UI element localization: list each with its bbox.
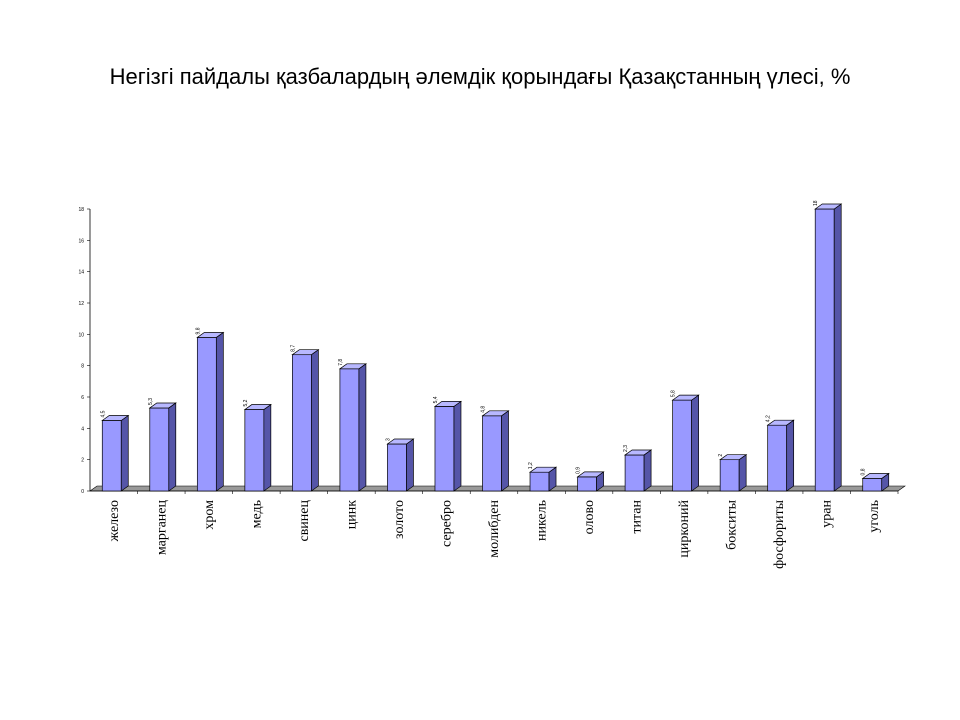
bar [387, 443, 407, 492]
bar-top [671, 394, 700, 401]
data-label: 4,8 [481, 406, 487, 413]
bar-side [168, 402, 177, 492]
bar [862, 478, 883, 492]
bar-side [263, 403, 272, 492]
bar-top [623, 449, 653, 456]
bar [292, 354, 312, 492]
y-tick-label: 4 [81, 426, 84, 432]
bar [149, 407, 170, 492]
bar-top [861, 473, 890, 479]
data-label: 18 [813, 200, 819, 206]
chart-title: Негізгі пайдалы қазбалардың әлемдік қоры… [109, 64, 851, 89]
bar [672, 399, 692, 492]
bar-top [196, 332, 225, 338]
category-label: медь [249, 500, 264, 528]
bar-top [433, 401, 463, 407]
y-tick-label: 10 [78, 332, 84, 338]
y-tick-label: 6 [81, 395, 84, 401]
bar-side [406, 438, 414, 492]
data-label: 0,9 [576, 467, 582, 474]
bar-top [481, 410, 510, 417]
bar [244, 409, 265, 492]
bar [719, 459, 740, 492]
category-label: золото [392, 500, 407, 539]
data-label: 1,2 [528, 462, 534, 469]
data-label: 5,3 [148, 398, 154, 405]
bar-top [101, 415, 130, 421]
data-label: 3 [385, 438, 391, 441]
bar-side [786, 419, 795, 492]
data-label: 8,7 [290, 345, 296, 352]
bar-top [576, 471, 605, 478]
bar-top [386, 438, 415, 445]
category-label: титан [630, 499, 645, 533]
bar [624, 454, 645, 492]
bar [482, 415, 502, 492]
data-label: 7,8 [338, 359, 344, 366]
y-tick-label: 16 [78, 238, 84, 244]
data-label: 4,2 [766, 415, 772, 422]
bar [101, 420, 122, 492]
data-label: 2,3 [623, 445, 629, 452]
bar-side [358, 363, 367, 492]
category-label: марганец [154, 500, 169, 556]
data-label: 0,8 [861, 468, 867, 475]
y-tick-label: 0 [81, 489, 84, 495]
data-label: 5,8 [671, 390, 677, 397]
bar-top [291, 349, 320, 356]
category-label: олово [582, 500, 597, 534]
data-label: 2 [718, 454, 724, 457]
bar-top [148, 402, 177, 409]
category-label: серебро [439, 500, 454, 547]
category-label: фосфориты [772, 499, 787, 568]
y-tick-label: 8 [81, 364, 84, 370]
bar [577, 476, 597, 492]
category-label: молибден [487, 500, 502, 558]
category-label: цирконий [677, 500, 692, 558]
bar-side [453, 400, 462, 492]
category-label: никель [535, 500, 550, 541]
category-label: свинец [297, 499, 312, 541]
category-label: уран [820, 500, 835, 528]
bar [196, 337, 217, 492]
bar-side [833, 203, 842, 492]
y-tick-label: 18 [78, 207, 84, 213]
bar-side [311, 349, 319, 492]
bar-side [120, 414, 129, 492]
y-tick-label: 12 [78, 301, 84, 307]
data-label: 5,4 [433, 396, 439, 403]
bar-top [243, 404, 272, 410]
data-label: 5,2 [243, 399, 249, 406]
y-tick-label: 14 [78, 270, 84, 276]
category-label: железо [107, 500, 122, 543]
bar-top [338, 363, 368, 370]
data-label: 4,5 [100, 410, 106, 417]
data-label: 9,8 [195, 327, 201, 334]
bar-top [814, 203, 843, 210]
bar-side [643, 449, 652, 492]
bar-top [719, 454, 748, 461]
category-label: уголь [867, 500, 882, 533]
bar [767, 424, 788, 492]
y-tick-label: 2 [81, 458, 84, 464]
bar-side [738, 453, 747, 492]
category-label: хром [202, 500, 217, 530]
bar-top [766, 419, 795, 426]
bar-side [691, 394, 699, 492]
bar-side [501, 410, 509, 492]
bar [434, 406, 455, 492]
bar-top [528, 466, 558, 473]
category-label: бокситы [725, 499, 740, 549]
bar [529, 471, 550, 492]
category-label: цинк [344, 500, 359, 529]
bar-side [215, 331, 224, 492]
bar [339, 368, 360, 492]
bar [814, 208, 835, 492]
